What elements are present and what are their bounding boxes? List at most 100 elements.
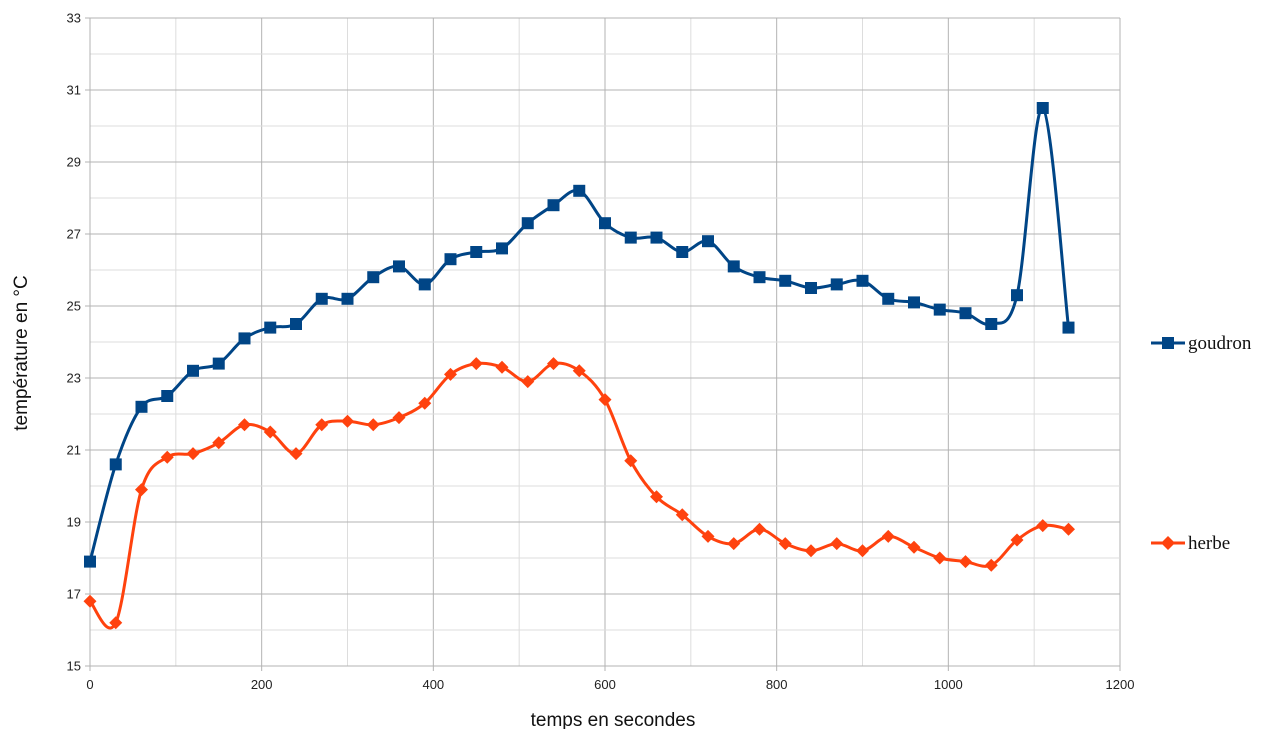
legend-marker-goudron xyxy=(1162,337,1174,349)
data-point-herbe xyxy=(135,483,148,497)
data-point-goudron xyxy=(547,199,560,212)
legend-item-herbe: herbe xyxy=(1151,533,1230,554)
x-tick-label: 800 xyxy=(766,677,788,692)
data-point-goudron xyxy=(1011,289,1023,302)
legend: goudron herbe xyxy=(1151,333,1252,554)
y-tick-label: 33 xyxy=(67,11,81,26)
data-point-herbe xyxy=(341,414,354,428)
y-tick-label: 29 xyxy=(67,155,81,170)
legend-label-goudron: goudron xyxy=(1188,333,1252,354)
data-point-goudron xyxy=(676,246,689,258)
data-point-goudron xyxy=(959,307,972,320)
data-point-herbe xyxy=(160,450,174,464)
y-tick-label: 25 xyxy=(67,299,81,314)
data-point-herbe xyxy=(1010,533,1024,547)
y-tick-label: 21 xyxy=(67,443,81,458)
data-point-goudron xyxy=(753,271,766,284)
x-axis-label: temps en secondes xyxy=(531,710,696,729)
data-point-herbe xyxy=(547,357,560,371)
data-point-goudron xyxy=(985,318,998,330)
y-tick-label: 23 xyxy=(67,371,81,386)
data-point-herbe xyxy=(753,522,766,536)
data-point-herbe xyxy=(624,454,638,468)
y-tick-labels: 15 17 19 21 23 25 27 29 31 33 xyxy=(67,11,81,674)
data-point-goudron xyxy=(496,242,508,255)
data-point-goudron xyxy=(521,217,534,230)
data-point-herbe xyxy=(572,364,586,378)
data-point-herbe xyxy=(727,537,741,551)
data-point-goudron xyxy=(161,390,174,402)
data-point-herbe xyxy=(959,555,972,569)
data-point-herbe xyxy=(315,418,329,432)
legend-label-herbe: herbe xyxy=(1188,533,1230,554)
x-tick-label: 1000 xyxy=(934,677,963,692)
x-tick-label: 0 xyxy=(86,677,93,692)
data-point-herbe xyxy=(830,537,844,551)
data-point-herbe xyxy=(984,558,998,572)
series-herbe xyxy=(83,357,1075,630)
data-point-goudron xyxy=(187,364,199,377)
data-point-goudron xyxy=(727,260,740,273)
x-tick-label: 600 xyxy=(594,677,616,692)
data-point-herbe xyxy=(907,540,921,554)
data-point-goudron xyxy=(624,231,637,244)
data-point-goudron xyxy=(650,231,663,244)
data-point-herbe xyxy=(521,375,535,389)
x-tick-labels: 0 200 400 600 800 1000 1200 xyxy=(86,677,1134,692)
data-point-goudron xyxy=(779,274,792,287)
data-point-goudron xyxy=(109,458,122,471)
data-point-herbe xyxy=(238,418,251,432)
data-point-herbe xyxy=(366,418,380,432)
data-point-herbe xyxy=(1062,522,1075,536)
data-point-goudron xyxy=(1036,102,1049,114)
series-group xyxy=(83,102,1075,630)
data-point-goudron xyxy=(856,274,869,287)
data-point-herbe xyxy=(109,616,123,630)
data-point-herbe xyxy=(804,544,818,558)
data-point-herbe xyxy=(495,360,509,374)
y-axis-label: température en °C xyxy=(11,275,32,430)
y-tick-label: 17 xyxy=(67,587,81,602)
data-point-goudron xyxy=(418,278,431,291)
data-point-goudron xyxy=(264,321,277,334)
data-point-goudron xyxy=(212,357,225,370)
y-tick-label: 27 xyxy=(67,227,81,242)
data-point-goudron xyxy=(367,271,380,284)
data-point-herbe xyxy=(186,447,200,461)
data-point-herbe xyxy=(650,490,663,504)
data-point-herbe xyxy=(418,396,432,410)
data-point-herbe xyxy=(469,357,483,371)
data-point-goudron xyxy=(238,332,251,345)
data-point-goudron xyxy=(393,260,405,273)
y-tick-label: 19 xyxy=(67,515,81,530)
data-point-herbe xyxy=(778,537,792,551)
data-point-herbe xyxy=(1036,519,1050,533)
data-point-herbe xyxy=(83,594,97,608)
data-point-herbe xyxy=(263,425,277,439)
data-point-goudron xyxy=(341,292,354,305)
data-point-herbe xyxy=(444,367,457,381)
legend-marker-herbe xyxy=(1161,536,1175,550)
data-point-goudron xyxy=(702,235,714,248)
data-point-goudron xyxy=(830,278,843,291)
legend-item-goudron: goudron xyxy=(1151,333,1252,354)
data-point-goudron xyxy=(135,400,148,413)
data-point-goudron xyxy=(315,292,328,305)
data-point-herbe xyxy=(675,508,689,522)
series-goudron xyxy=(84,102,1075,568)
data-point-goudron xyxy=(599,217,611,230)
data-point-goudron xyxy=(908,296,920,309)
x-tick-label: 400 xyxy=(422,677,444,692)
data-point-goudron xyxy=(290,318,302,330)
data-point-goudron xyxy=(1062,321,1075,334)
data-point-goudron xyxy=(882,292,895,305)
data-point-herbe xyxy=(212,436,226,450)
data-point-herbe xyxy=(701,529,715,543)
data-point-herbe xyxy=(933,551,947,565)
data-point-goudron xyxy=(84,555,96,568)
data-point-goudron xyxy=(573,184,586,197)
data-point-herbe xyxy=(598,393,612,407)
data-point-herbe xyxy=(881,529,895,543)
